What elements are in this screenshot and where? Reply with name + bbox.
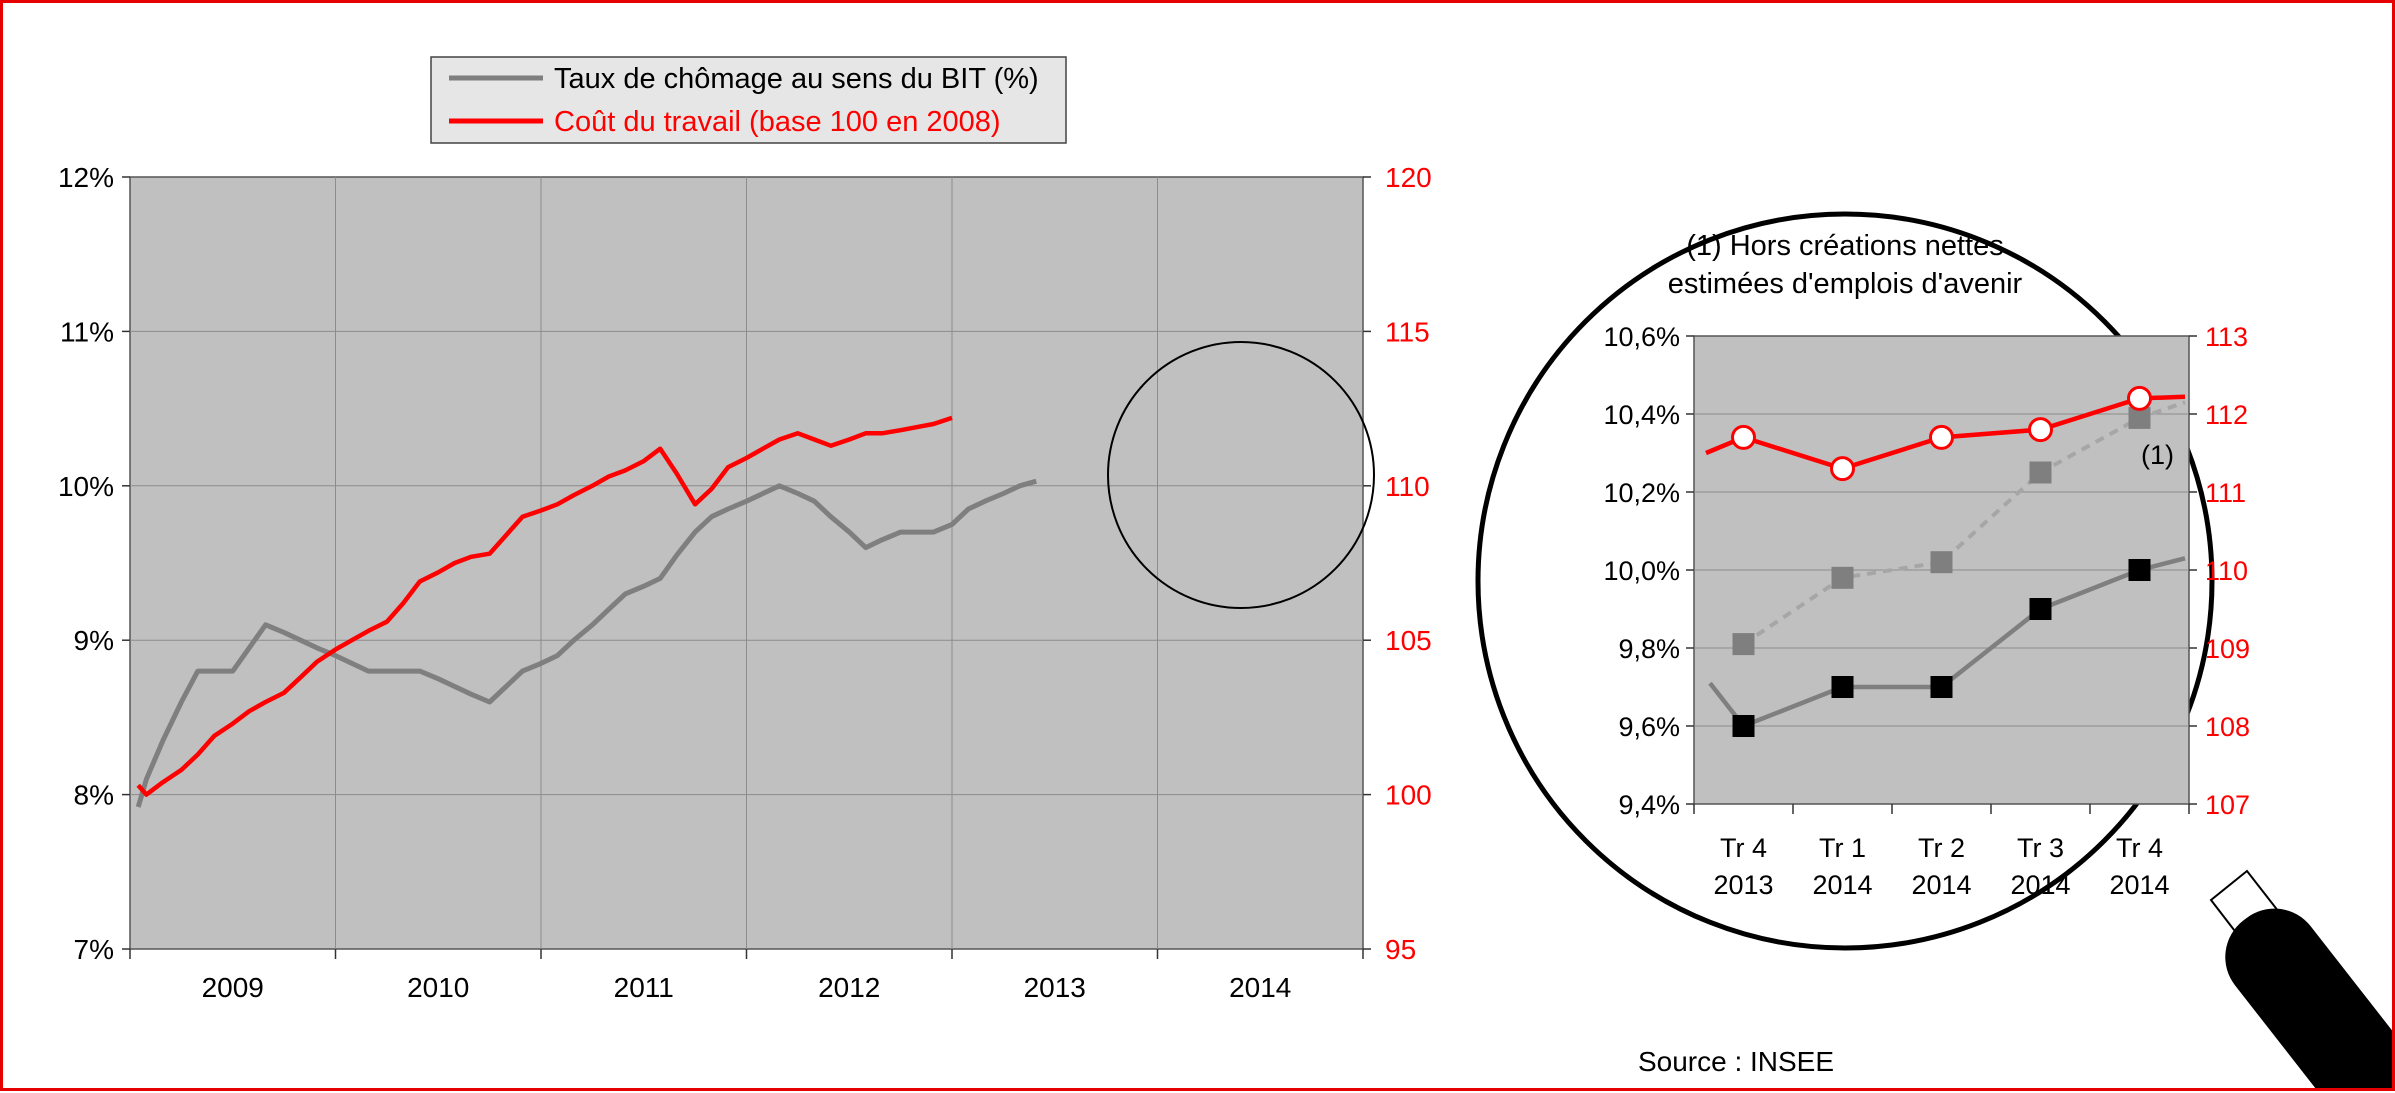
- zoom-right-tick-label: 109: [2205, 634, 2250, 664]
- zoom-x-label-line2: 2013: [1713, 870, 1773, 900]
- main-x-label-2009: 2009: [202, 972, 264, 1003]
- zoom-right-tick-label: 110: [2205, 556, 2248, 586]
- zoom-point-excl: [1930, 551, 1953, 574]
- main-left-tick-label: 12%: [58, 162, 114, 193]
- zoom-axes: 9,4% 9,6% 9,8% 10,0% 10,2% 10,4% 10,6% 107 108 10…: [1603, 322, 2250, 900]
- zoom-point-excl: [1831, 566, 1854, 589]
- zoom-left-tick-label: 10,2%: [1603, 478, 1680, 508]
- zoom-series: [1705, 385, 2186, 737]
- zoom-right-tick-label: 112: [2205, 400, 2248, 430]
- main-x-label-2010: 2010: [407, 972, 469, 1003]
- zoom-point-excl: [2128, 406, 2151, 429]
- main-left-tick-label: 8%: [74, 780, 114, 811]
- zoom-point-unemployment: [1732, 715, 1755, 737]
- zoom-point-labor-cost: [1929, 424, 1954, 450]
- main-left-tick-label: 9%: [74, 625, 114, 656]
- main-x-label-2014: 2014: [1229, 972, 1291, 1003]
- zoom-highlight-circle: [1107, 341, 1375, 609]
- main-series: [135, 415, 1037, 808]
- main-x-label-2011: 2011: [614, 972, 674, 1003]
- legend-box: [430, 56, 1067, 144]
- series-line-taux-de-ch-mage-au-sens-du-bit: [135, 478, 1037, 808]
- zoom-right-tick-label: 108: [2205, 712, 2250, 742]
- main-right-tick-label: 100: [1385, 780, 1432, 811]
- main-left-tick-label: 11%: [60, 316, 114, 347]
- main-gridlines: [130, 177, 1363, 949]
- zoom-point-unemployment: [2128, 559, 2151, 581]
- zoom-x-label-line2: 2014: [2010, 870, 2070, 900]
- zoom-point-excl: [2029, 461, 2052, 484]
- main-chart: 7% 8% 9% 10% 11% 12% 95 100 105 110 115 120 2009 2010…: [58, 162, 1432, 1003]
- zoom-x-label-line2: 2014: [1812, 870, 1872, 900]
- zoom-x-label-line1: Tr 2: [1918, 833, 1965, 863]
- zoom-left-tick-label: 10,0%: [1603, 556, 1680, 586]
- zoom-series-line-excl: [1742, 400, 2186, 646]
- zoom-x-label-line2: 2014: [2109, 870, 2169, 900]
- main-left-tick-label: 10%: [58, 471, 114, 502]
- zoom-point-unemployment: [1831, 676, 1854, 698]
- zoom-left-tick-label: 9,8%: [1618, 634, 1680, 664]
- main-axes: 7% 8% 9% 10% 11% 12% 95 100 105 110 115 120 2009 2010…: [58, 162, 1432, 1003]
- zoom-point-labor-cost: [2028, 417, 2053, 443]
- legend-label-unemployment: Taux de chômage au sens du BIT (%): [554, 63, 1039, 95]
- zoom-point-excl: [1732, 633, 1755, 656]
- series-line-co-t-du-travail-base-100-en-2008: [136, 415, 953, 797]
- zoom-point-labor-cost: [2127, 385, 2152, 411]
- legend-label-labor-cost: Coût du travail (base 100 en 2008): [554, 106, 1001, 138]
- main-right-tick-label: 105: [1385, 625, 1432, 656]
- main-right-tick-label: 110: [1385, 471, 1430, 502]
- zoom-right-tick-label: 107: [2205, 790, 2250, 820]
- zoom-x-label-line1: Tr 1: [1819, 833, 1866, 863]
- zoom-title-line2: estimées d'emplois d'avenir: [1668, 268, 2023, 300]
- zoom-x-label-line2: 2014: [1911, 870, 1971, 900]
- chart-figure: 7% 8% 9% 10% 11% 12% 95 100 105 110 115 120 2009 2010…: [58, 56, 2395, 1093]
- main-x-label-2012: 2012: [818, 972, 880, 1003]
- main-left-tick-label: 7%: [74, 934, 114, 965]
- zoom-point-unemployment: [2029, 598, 2052, 620]
- zoom-left-tick-label: 10,6%: [1603, 322, 1680, 352]
- zoom-right-tick-label: 113: [2205, 322, 2248, 352]
- zoom-point-unemployment: [1930, 676, 1953, 698]
- zoom-left-tick-label: 9,4%: [1618, 790, 1680, 820]
- magnifier-handle: [2225, 908, 2395, 1093]
- zoom-x-label-line1: Tr 4: [2116, 833, 2163, 863]
- main-x-label-2013: 2013: [1024, 972, 1086, 1003]
- source-note: Source : INSEE: [1638, 1046, 1834, 1077]
- zoom-right-tick-label: 111: [2205, 478, 2246, 508]
- zoom-annotation: (1): [2141, 440, 2174, 470]
- zoom-point-labor-cost: [1731, 424, 1756, 450]
- zoom-left-tick-label: 10,4%: [1603, 400, 1680, 430]
- legend: Taux de chômage au sens du BIT (%) Coût …: [430, 56, 1067, 144]
- main-right-tick-label: 115: [1385, 316, 1430, 347]
- zoom-x-label-line1: Tr 4: [1720, 833, 1767, 863]
- magnifier-inset: (1) Hors créations nettes estimées d'emp…: [1475, 211, 2395, 1093]
- zoom-title-line1: (1) Hors créations nettes: [1686, 230, 2004, 262]
- main-right-tick-label: 120: [1385, 162, 1432, 193]
- zoom-point-labor-cost: [1830, 456, 1855, 482]
- main-right-tick-label: 95: [1385, 934, 1416, 965]
- zoom-x-label-line1: Tr 3: [2017, 833, 2064, 863]
- zoom-left-tick-label: 9,6%: [1618, 712, 1680, 742]
